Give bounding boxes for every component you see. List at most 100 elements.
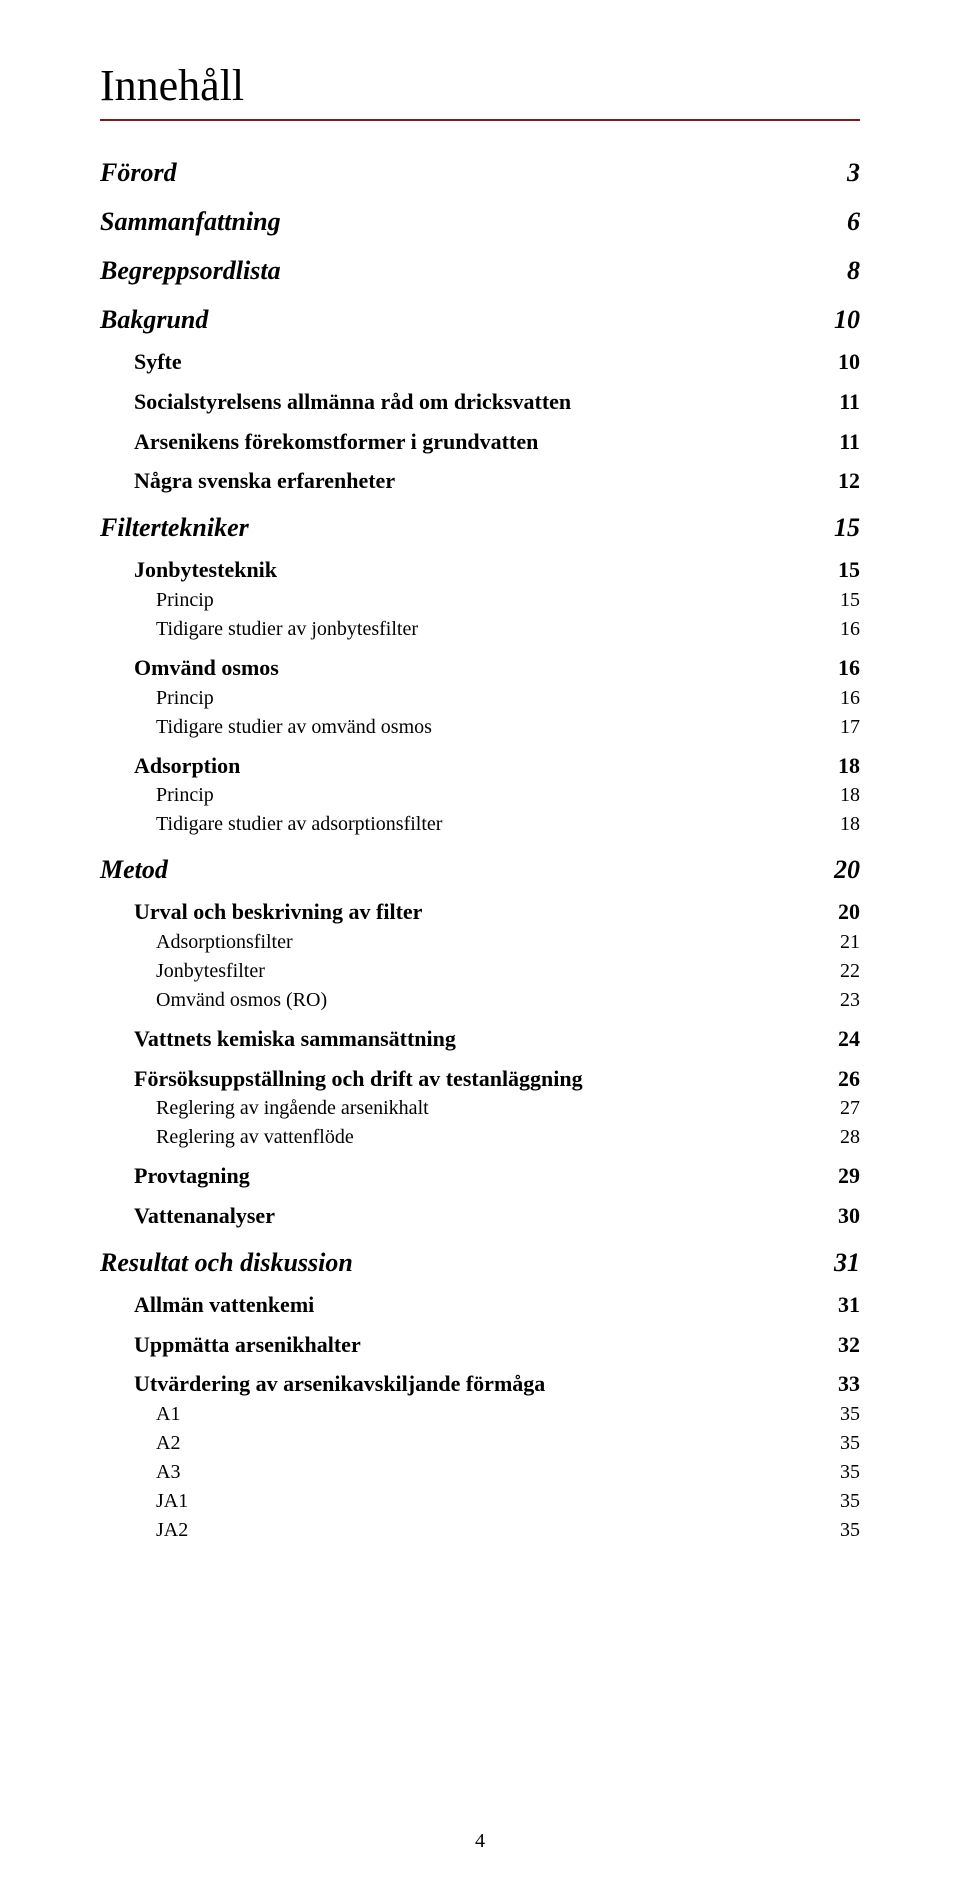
toc-entry-page: 28 xyxy=(810,1124,860,1151)
page-title: Innehåll xyxy=(100,60,860,111)
toc-entry-label: JA2 xyxy=(156,1517,810,1544)
toc-entry-page: 3 xyxy=(810,155,860,190)
toc-entry: Princip15 xyxy=(100,587,860,614)
toc-entry-label: Princip xyxy=(156,587,810,614)
toc-entry-label: Utvärdering av arsenikavskiljande förmåg… xyxy=(134,1369,810,1399)
toc-entry-label: Reglering av ingående arsenikhalt xyxy=(156,1095,810,1122)
toc-entry: Socialstyrelsens allmänna råd om dricksv… xyxy=(100,387,860,417)
toc-entry-label: Metod xyxy=(100,852,810,887)
toc-entry-page: 12 xyxy=(810,466,860,496)
toc-entry-page: 15 xyxy=(810,555,860,585)
toc-entry-label: Tidigare studier av jonbytesfilter xyxy=(156,616,810,643)
toc-entry: Förord3 xyxy=(100,155,860,190)
toc-entry-label: Arsenikens förekomstformer i grundvatten xyxy=(134,427,810,457)
toc-entry: Vattenanalyser30 xyxy=(100,1201,860,1231)
toc-entry: Uppmätta arsenikhalter32 xyxy=(100,1330,860,1360)
toc-entry-page: 26 xyxy=(810,1064,860,1094)
toc-entry-label: Provtagning xyxy=(134,1161,810,1191)
toc-entry: JA235 xyxy=(100,1517,860,1544)
toc-entry-label: Syfte xyxy=(134,347,810,377)
toc-entry-page: 10 xyxy=(810,347,860,377)
toc-entry-page: 16 xyxy=(810,685,860,712)
toc-entry: Adsorption18 xyxy=(100,751,860,781)
toc-entry-page: 30 xyxy=(810,1201,860,1231)
toc-entry-label: Jonbytesfilter xyxy=(156,958,810,985)
toc-entry-page: 18 xyxy=(810,751,860,781)
toc-entry: Omvänd osmos (RO)23 xyxy=(100,987,860,1014)
toc-entry-label: Sammanfattning xyxy=(100,204,810,239)
toc-entry: Princip16 xyxy=(100,685,860,712)
toc-entry-label: Omvänd osmos xyxy=(134,653,810,683)
toc-entry: Metod20 xyxy=(100,852,860,887)
toc-entry-page: 31 xyxy=(810,1290,860,1320)
toc-entry-label: Förord xyxy=(100,155,810,190)
toc-entry-label: Allmän vattenkemi xyxy=(134,1290,810,1320)
toc-entry: Försöksuppställning och drift av testanl… xyxy=(100,1064,860,1094)
toc-entry-label: Omvänd osmos (RO) xyxy=(156,987,810,1014)
toc-entry: A335 xyxy=(100,1459,860,1486)
toc-entry-page: 18 xyxy=(810,811,860,838)
toc-entry: Arsenikens förekomstformer i grundvatten… xyxy=(100,427,860,457)
toc-entry-label: JA1 xyxy=(156,1488,810,1515)
toc-entry-label: Socialstyrelsens allmänna råd om dricksv… xyxy=(134,387,810,417)
toc-entry: Omvänd osmos16 xyxy=(100,653,860,683)
toc-entry-page: 23 xyxy=(810,987,860,1014)
toc-entry-page: 35 xyxy=(810,1401,860,1428)
toc-entry-page: 20 xyxy=(810,852,860,887)
toc-entry-label: Reglering av vattenflöde xyxy=(156,1124,810,1151)
toc-entry-label: Försöksuppställning och drift av testanl… xyxy=(134,1064,810,1094)
toc-entry-page: 15 xyxy=(810,587,860,614)
toc-entry-page: 21 xyxy=(810,929,860,956)
page-number: 4 xyxy=(0,1830,960,1853)
toc-entry-page: 35 xyxy=(810,1488,860,1515)
toc-entry-label: Filtertekniker xyxy=(100,510,810,545)
toc-entry: Begreppsordlista8 xyxy=(100,253,860,288)
toc-entry-label: Jonbytesteknik xyxy=(134,555,810,585)
toc-entry-page: 8 xyxy=(810,253,860,288)
toc-entry: Syfte10 xyxy=(100,347,860,377)
toc-entry-label: Resultat och diskussion xyxy=(100,1245,810,1280)
toc-entry: Jonbytesfilter22 xyxy=(100,958,860,985)
toc-entry: Utvärdering av arsenikavskiljande förmåg… xyxy=(100,1369,860,1399)
toc-entry: A235 xyxy=(100,1430,860,1457)
toc-entry-label: Princip xyxy=(156,782,810,809)
toc-entry-page: 35 xyxy=(810,1459,860,1486)
toc-entry: Tidigare studier av adsorptionsfilter18 xyxy=(100,811,860,838)
toc-entry-label: A2 xyxy=(156,1430,810,1457)
toc-entry-label: A1 xyxy=(156,1401,810,1428)
toc-entry-label: Tidigare studier av omvänd osmos xyxy=(156,714,810,741)
toc-entry-label: Begreppsordlista xyxy=(100,253,810,288)
toc-entry-page: 18 xyxy=(810,782,860,809)
toc-entry-label: Princip xyxy=(156,685,810,712)
toc-entry-page: 22 xyxy=(810,958,860,985)
toc-entry-page: 17 xyxy=(810,714,860,741)
toc-entry: Vattnets kemiska sammansättning24 xyxy=(100,1024,860,1054)
horizontal-rule xyxy=(100,119,860,121)
toc-entry-page: 27 xyxy=(810,1095,860,1122)
document-page: Innehåll Förord3Sammanfattning6Begreppso… xyxy=(0,0,960,1893)
toc-entry-page: 31 xyxy=(810,1245,860,1280)
toc-entry-page: 6 xyxy=(810,204,860,239)
toc-entry: Resultat och diskussion31 xyxy=(100,1245,860,1280)
toc-entry: Jonbytesteknik15 xyxy=(100,555,860,585)
toc-entry: Allmän vattenkemi31 xyxy=(100,1290,860,1320)
toc-entry: Filtertekniker15 xyxy=(100,510,860,545)
toc-entry-page: 11 xyxy=(810,387,860,417)
toc-entry-label: Vattnets kemiska sammansättning xyxy=(134,1024,810,1054)
toc-entry: Provtagning29 xyxy=(100,1161,860,1191)
toc-entry-page: 29 xyxy=(810,1161,860,1191)
toc-entry-label: Några svenska erfarenheter xyxy=(134,466,810,496)
toc-entry-label: Urval och beskrivning av filter xyxy=(134,897,810,927)
toc-entry-page: 16 xyxy=(810,616,860,643)
toc-entry-page: 33 xyxy=(810,1369,860,1399)
toc-entry: Urval och beskrivning av filter20 xyxy=(100,897,860,927)
toc-entry: Sammanfattning6 xyxy=(100,204,860,239)
toc-entry-page: 15 xyxy=(810,510,860,545)
toc-entry-label: Tidigare studier av adsorptionsfilter xyxy=(156,811,810,838)
toc-entry-label: Adsorption xyxy=(134,751,810,781)
toc-entry: Reglering av vattenflöde28 xyxy=(100,1124,860,1151)
toc-entry-label: A3 xyxy=(156,1459,810,1486)
toc-entry: Princip18 xyxy=(100,782,860,809)
toc-entry-page: 35 xyxy=(810,1430,860,1457)
toc-entry-page: 16 xyxy=(810,653,860,683)
